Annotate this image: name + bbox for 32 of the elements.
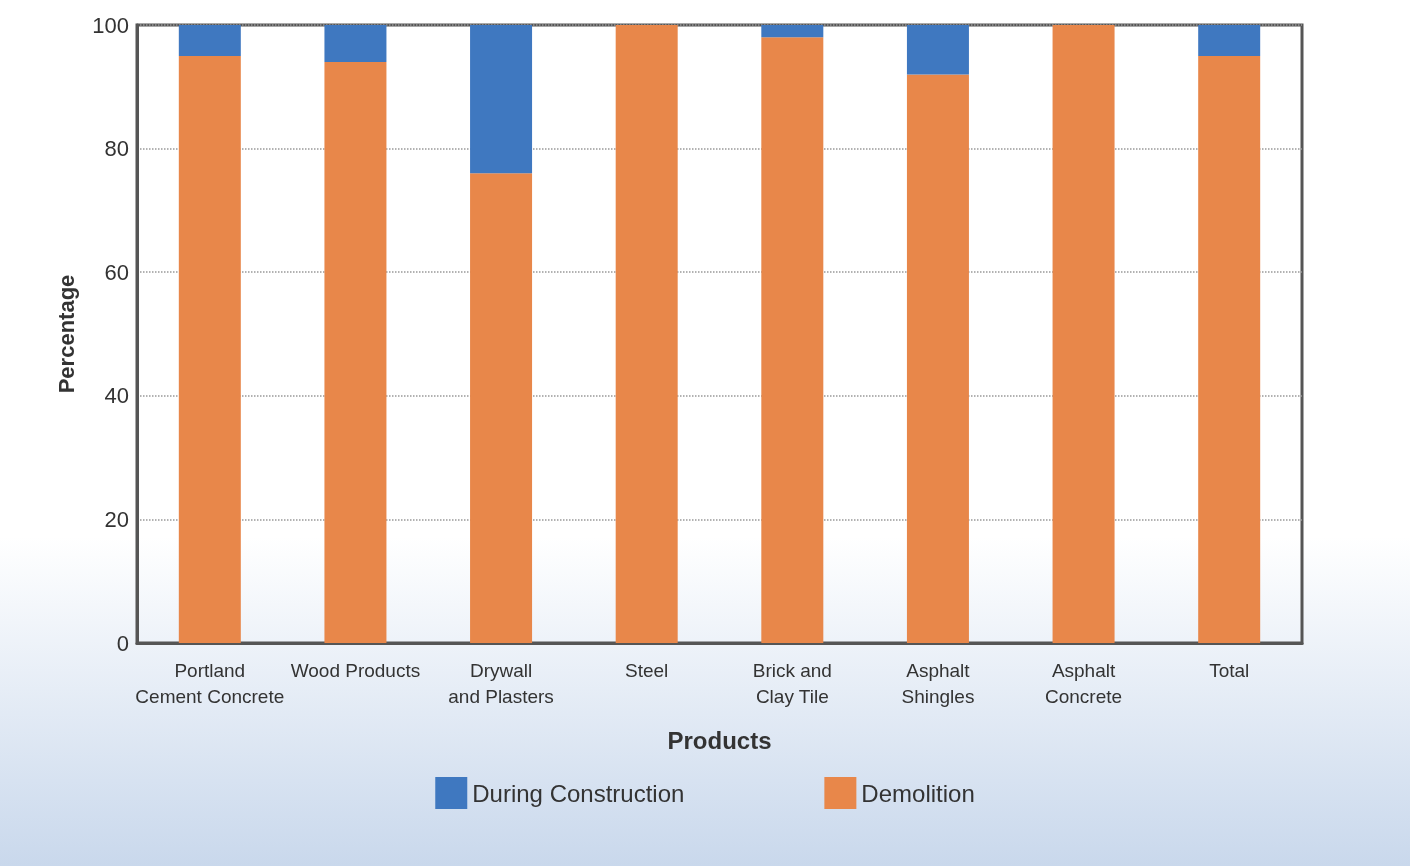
legend-label: During Construction [472, 779, 685, 807]
x-tick-label: Asphalt Concrete [1045, 659, 1123, 707]
bar [324, 62, 387, 643]
x-tick-label: Steel [625, 659, 669, 681]
legend-label: Demolition [861, 779, 975, 807]
y-tick-label: 100 [92, 12, 129, 38]
bar [470, 173, 533, 643]
y-tick-label: 60 [104, 259, 129, 285]
bar [470, 25, 533, 174]
bar [178, 55, 241, 643]
bar [324, 25, 387, 63]
x-axis-title: Products [667, 726, 772, 754]
y-tick-label: 0 [116, 630, 129, 656]
bar [906, 74, 969, 643]
y-tick-label: 80 [104, 136, 129, 162]
y-axis-title: Percentage [53, 274, 79, 394]
bar [178, 25, 241, 56]
x-tick-label: Portland Cement Concrete [135, 659, 285, 707]
bar [906, 25, 969, 75]
bar [615, 25, 678, 643]
x-tick-label: Asphalt Shingles [901, 659, 975, 707]
x-tick-label: Wood Products [290, 659, 421, 681]
bar [761, 25, 824, 38]
x-tick-label: Drywall and Plasters [448, 659, 554, 707]
x-tick-label: Total [1209, 659, 1250, 681]
x-tick-label: Brick and Clay Tile [752, 659, 832, 707]
bar [1198, 55, 1261, 643]
bar [761, 37, 824, 643]
bar [1052, 25, 1115, 643]
bar [1198, 25, 1261, 56]
y-tick-label: 40 [104, 383, 129, 409]
y-tick-label: 20 [104, 506, 129, 532]
